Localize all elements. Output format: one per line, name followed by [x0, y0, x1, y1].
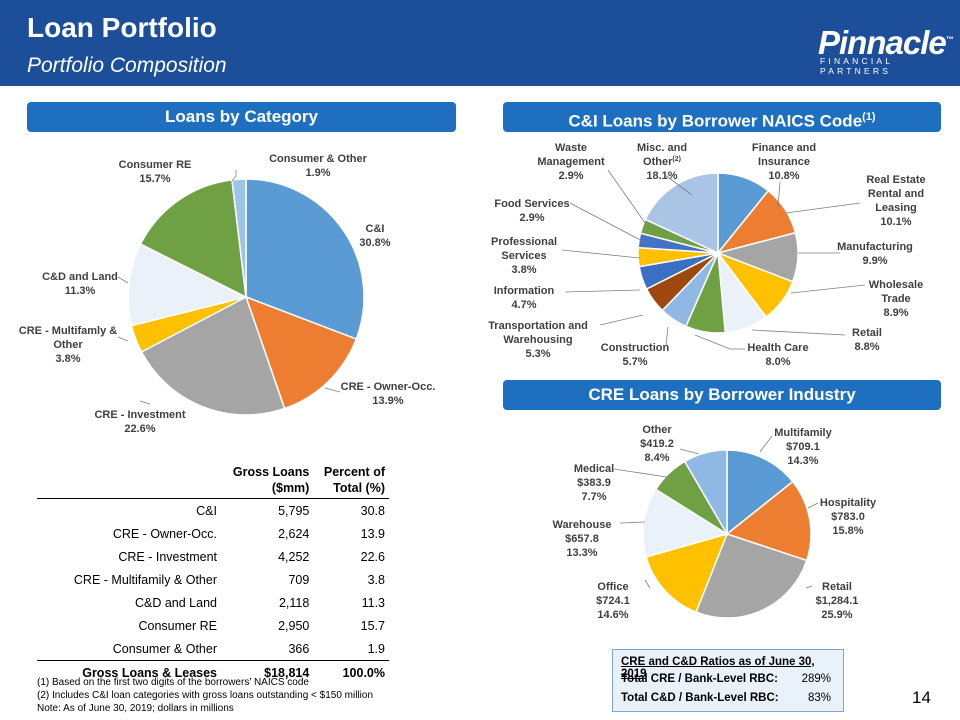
pie1-slice-consumer-re	[139, 179, 247, 299]
cre-industry-pie: Multifamily $709.1 14.3% Hospitality $783.0…	[553, 424, 877, 621]
banner-loans-by-category: Loans by Category	[27, 102, 456, 132]
pie3-label-other: Other $419.2 8.4%	[640, 424, 674, 464]
footnote-2: (2) Includes C&I loan categories with gr…	[37, 690, 374, 701]
pie1-label-investment: CRE - Investment 22.6%	[94, 409, 185, 435]
ratio-row-cd: Total C&D / Bank-Level RBC: 83%	[621, 692, 831, 704]
pie1-slice-c-d-and-land	[127, 243, 249, 327]
cre-cd-ratio-box: CRE and C&D Ratios as of June 30, 2019 T…	[612, 649, 844, 712]
loans-table: Gross Loans ($mm) Percent of Total (%) C&I…	[37, 462, 389, 684]
pie2-label-health-care: Health Care 8.0%	[747, 342, 808, 368]
table-header-blank	[37, 462, 221, 499]
logo-wordmark: Pinnacle™	[818, 24, 954, 61]
pie1-slice-cre-owner-occ	[244, 295, 358, 410]
pie3-label-retail: Retail $1,284.1 25.9%	[816, 581, 859, 621]
ci-naics-pie: Finance and Insurance 10.8% Real Estate Ren…	[488, 142, 925, 368]
table-row: CRE - Investment 4,252 22.6	[118, 549, 385, 564]
logo-tagline: FINANCIAL PARTNERS	[820, 56, 893, 76]
pie1-label-consumer-re: Consumer RE 15.7%	[119, 159, 192, 185]
pie1-slice-c-i	[245, 178, 365, 341]
pie2-label-waste: Waste Management 2.9%	[537, 142, 605, 182]
table-total-row: Gross Loans & Leases $18,814 100.0%	[37, 660, 389, 684]
footnote-1: (1) Based on the first two digits of the…	[37, 677, 309, 688]
pie1-label-ci: C&I 30.8%	[359, 223, 390, 249]
footnote-note: Note: As of June 30, 2019; dollars in mi…	[37, 703, 234, 714]
header-bar: Loan Portfolio Portfolio Composition Pin…	[0, 0, 960, 86]
table-row: Consumer & Other 366 1.9	[112, 641, 385, 656]
pie2-label-real-estate: Real Estate Rental and Leasing 10.1%	[866, 174, 925, 228]
pie2-label-transportation: Transportation and Warehousing 5.3%	[488, 320, 588, 360]
loans-by-category-pie: C&I 30.8% CRE - Owner-Occ. 13.9% CRE - Inv…	[19, 153, 436, 435]
banner-cre-industry: CRE Loans by Borrower Industry	[503, 380, 941, 410]
pie2-label-construction: Construction 5.7%	[601, 342, 670, 368]
page-number: 14	[912, 688, 931, 707]
footnotes: (1) Based on the first two digits of the…	[37, 676, 373, 715]
banner-ci-naics: C&I Loans by Borrower NAICS Code(1)	[503, 102, 941, 132]
pie2-label-manufacturing: Manufacturing 9.9%	[837, 241, 913, 267]
pie2-label-wholesale: Wholesale Trade 8.9%	[869, 279, 923, 319]
pie1-label-consumer-other: Consumer & Other 1.9%	[269, 153, 368, 179]
page-title: Loan Portfolio	[27, 12, 217, 43]
pie2-label-retail: Retail 8.8%	[852, 327, 882, 353]
pie3-label-warehouse: Warehouse $657.8 13.3%	[553, 519, 612, 559]
table-header-row: Gross Loans ($mm) Percent of Total (%)	[37, 462, 389, 499]
table-row: Consumer RE 2,950 15.7	[138, 618, 386, 633]
pie1-label-owner-occ: CRE - Owner-Occ. 13.9%	[341, 381, 436, 407]
pie1-slice-cre-investment	[140, 295, 286, 416]
table-row: CRE - Multifamily & Other 709 3.8	[73, 572, 385, 587]
ratio-box-title: CRE and C&D Ratios as of June 30, 2019	[621, 656, 815, 680]
ratio-row-cre: Total CRE / Bank-Level RBC: 289%	[621, 673, 831, 685]
pie3-label-multifamily: Multifamily $709.1 14.3%	[774, 427, 832, 467]
pie3-slice-other	[683, 449, 728, 537]
pie1-label-cd-land: C&D and Land 11.3%	[42, 271, 118, 297]
pie3-slice-multifamily	[726, 449, 794, 536]
pie3-label-medical: Medical $383.9 7.7%	[574, 463, 614, 503]
table-row: C&I 5,795 30.8	[196, 503, 385, 518]
page-subtitle: Portfolio Composition	[27, 54, 227, 77]
pie1-slice-consumer-other	[231, 178, 247, 298]
pie2-label-finance: Finance and Insurance 10.8%	[752, 142, 816, 182]
pie3-slice-office	[645, 532, 729, 614]
pie1-label-multifamily: CRE - Multifamly & Other 3.8%	[19, 325, 117, 365]
pie2-label-professional: Professional Services 3.8%	[491, 236, 557, 276]
pie3-label-hospitality: Hospitality $783.0 15.8%	[820, 497, 877, 537]
pie2-label-food: Food Services 2.9%	[494, 198, 569, 224]
table-row: CRE - Owner-Occ. 2,624 13.9	[112, 526, 385, 541]
pie3-label-office: Office $724.1 14.6%	[596, 581, 630, 621]
table-header-percent: Percent of Total (%)	[323, 465, 385, 495]
pinnacle-logo: Pinnacle™ FINANCIAL PARTNERS	[818, 22, 954, 77]
pie2-label-information: Information 4.7%	[494, 285, 555, 311]
pie2-slice-misc-and-other	[644, 172, 719, 255]
table-row: C&D and Land 2,118 11.3	[134, 595, 385, 610]
pie2-label-misc: Misc. and Other(2) 18.1%	[637, 142, 687, 182]
pie3-slice-retail	[695, 533, 808, 619]
table-header-gross-loans: Gross Loans ($mm)	[232, 465, 310, 495]
